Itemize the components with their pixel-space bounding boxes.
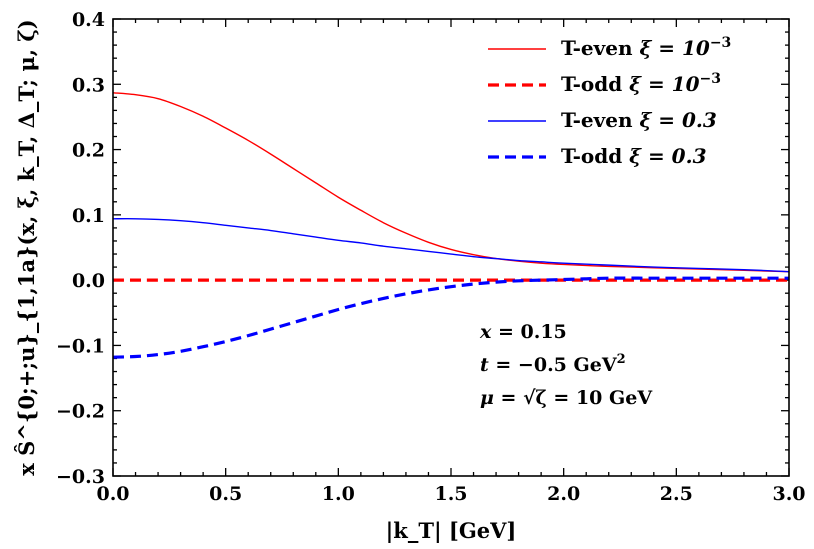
legend-label-1: T-even ξ = 10−3 (561, 35, 731, 60)
series-line-1 (112, 92, 790, 273)
axis-labels: |k_T| [GeV] x Ŝ^{0;+;u}_{1,1a}(x, ξ, k_T,… (14, 19, 516, 543)
legend: T-even ξ = 10−3 T-odd ξ = 10−3 T-even ξ = … (488, 35, 731, 168)
x-tick-label: 2.0 (547, 483, 580, 505)
y-tick-label: 0.1 (72, 205, 105, 227)
x-tick-label: 0.0 (96, 483, 129, 505)
x-axis-label: |k_T| [GeV] (386, 518, 517, 543)
series-layer (112, 92, 790, 359)
y-tick-label: −0.3 (56, 466, 105, 488)
legend-label-3: T-even ξ = 0.3 (561, 108, 717, 132)
series-line-4 (112, 276, 789, 359)
annotation-line-1: x = 0.15 (479, 321, 567, 343)
y-tick-label: 0.3 (72, 74, 105, 96)
x-tick-label: 3.0 (772, 483, 805, 505)
x-tick-label: 1.5 (434, 483, 467, 505)
legend-label-4: T-odd ξ = 0.3 (561, 144, 707, 168)
y-axis-label: x Ŝ^{0;+;u}_{1,1a}(x, ξ, k_T, Δ_T; μ, ζ) (14, 19, 39, 475)
tick-labels-layer: 0.0 0.5 1.0 1.5 2.0 2.5 3.0 −0.3 −0.2 −0.1 0.0 0.1 0… (56, 9, 806, 505)
annotation-box: x = 0.15 t = −0.5 GeV2 μ = √ζ = 10 GeV (479, 321, 653, 409)
annotation-line-3: μ = √ζ = 10 GeV (480, 387, 653, 409)
legend-label-2: T-odd ξ = 10−3 (561, 71, 721, 96)
x-tick-label: 1.0 (322, 483, 355, 505)
y-tick-label: 0.2 (72, 140, 105, 162)
x-tick-label: 2.5 (660, 483, 693, 505)
plot-frame (112, 18, 790, 477)
y-tick-label: 0.4 (72, 9, 105, 31)
y-tick-label: 0.0 (72, 270, 105, 292)
y-tick-label: −0.2 (56, 401, 105, 423)
annotation-line-2: t = −0.5 GeV2 (480, 352, 626, 376)
y-tick-label: −0.1 (56, 335, 105, 357)
series-line-3 (112, 218, 790, 273)
x-tick-label: 0.5 (209, 483, 242, 505)
